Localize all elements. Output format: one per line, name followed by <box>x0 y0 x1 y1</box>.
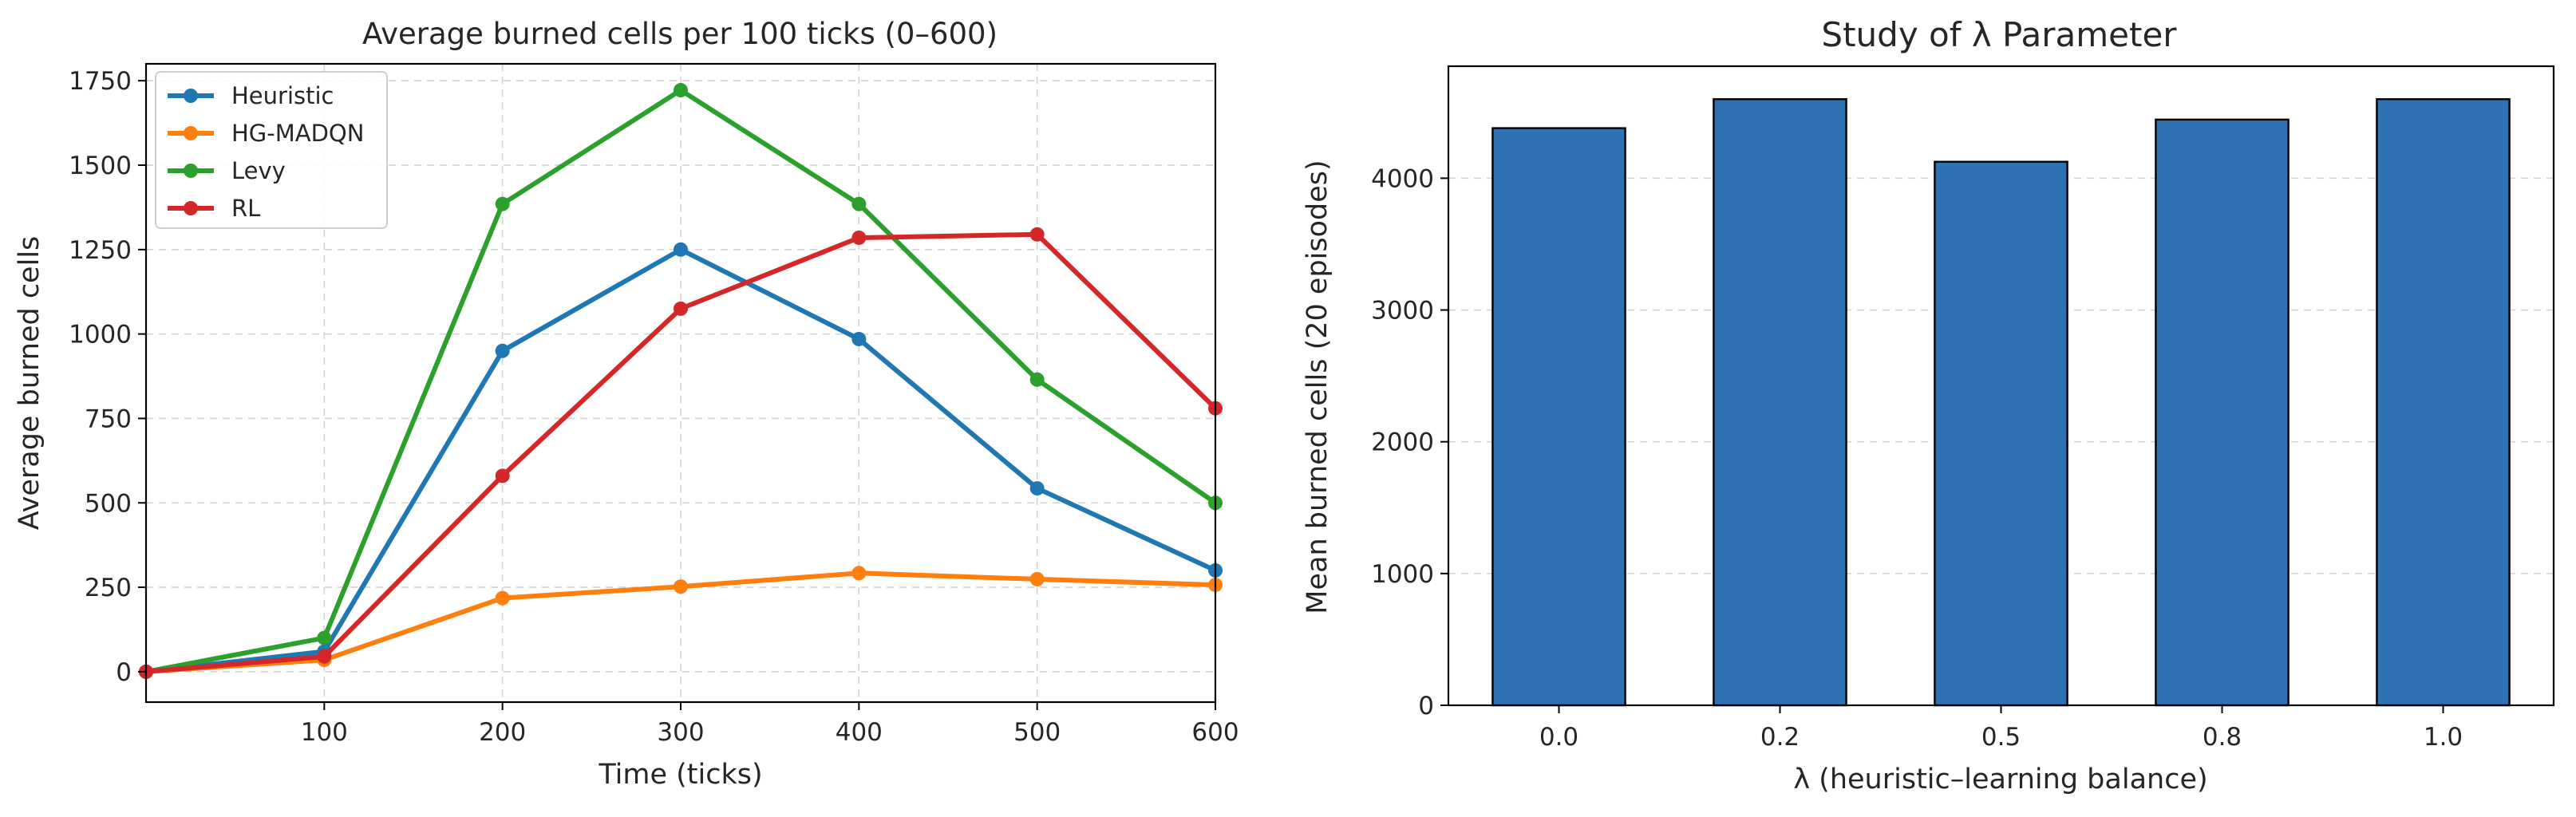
bar-chart-y-ticks: 0 1000 2000 3000 4000 <box>1371 164 1448 720</box>
y-tick-label: 1000 <box>69 321 132 349</box>
data-point <box>674 83 688 98</box>
legend-box <box>155 71 388 229</box>
y-tick-label: 500 <box>85 489 132 518</box>
data-point <box>674 242 688 257</box>
bar <box>1713 98 1847 707</box>
bar-chart-panel: Study of λ Parameter 0.0 0.2 0.5 0.8 1.0 0 10… <box>1302 15 2555 795</box>
bar <box>2155 118 2290 707</box>
bar-chart-x-ticks: 0.0 0.2 0.5 0.8 1.0 <box>1539 705 2463 752</box>
data-point <box>495 196 510 211</box>
x-tick-label: 500 <box>1013 718 1061 747</box>
data-point <box>851 566 867 581</box>
data-point <box>674 579 688 594</box>
y-tick-label: 0 <box>116 658 132 687</box>
legend-swatch-marker <box>184 164 198 178</box>
line-chart-panel: Average burned cells per 100 ticks (0–60… <box>14 17 1239 791</box>
x-tick-label: 300 <box>657 718 704 747</box>
line-chart-series-layer <box>139 83 1223 679</box>
data-point <box>495 468 510 483</box>
legend-label: HG-MADQN <box>231 120 364 147</box>
bar-chart-x-axis-label: λ (heuristic–learning balance) <box>1793 764 2207 795</box>
line-chart-legend: Heuristic HG-MADQN Levy RL <box>155 71 388 229</box>
x-tick-label: 0.0 <box>1539 723 1578 752</box>
x-tick-label: 1.0 <box>2424 723 2463 752</box>
data-point <box>1029 227 1045 242</box>
data-point <box>317 649 332 664</box>
data-point <box>495 343 510 358</box>
y-tick-label: 250 <box>85 574 132 602</box>
x-tick-label: 0.5 <box>1981 723 2021 752</box>
y-tick-label: 2000 <box>1371 428 1434 457</box>
bar-chart-y-axis-label: Mean burned cells (20 episodes) <box>1302 160 1333 614</box>
x-tick-label: 100 <box>301 718 348 747</box>
data-point <box>495 590 510 606</box>
line-chart-title: Average burned cells per 100 ticks (0–60… <box>362 17 998 51</box>
x-tick-label: 0.8 <box>2203 723 2242 752</box>
x-tick-label: 400 <box>836 718 883 747</box>
line-chart-y-ticks: 0 250 500 750 1000 1250 1500 1750 <box>69 67 146 687</box>
line-chart-x-ticks: 100 200 300 400 500 600 <box>301 702 1239 747</box>
y-tick-label: 1750 <box>69 67 132 96</box>
series-hg-madqn <box>139 566 1223 679</box>
y-tick-label: 1500 <box>69 152 132 180</box>
legend-label: Heuristic <box>231 82 334 109</box>
data-point <box>851 230 867 245</box>
y-tick-label: 1250 <box>69 236 132 265</box>
legend-swatch-marker <box>184 201 198 215</box>
y-tick-label: 1000 <box>1371 560 1434 589</box>
bar <box>1491 127 1626 707</box>
data-point <box>1029 481 1045 496</box>
line-chart-x-axis-label: Time (ticks) <box>598 759 762 791</box>
legend-label: Levy <box>231 157 286 184</box>
data-point <box>317 630 332 645</box>
bar-chart-bars-layer <box>1491 98 2511 707</box>
data-point <box>1029 571 1045 586</box>
y-tick-label: 750 <box>85 405 132 433</box>
x-tick-label: 600 <box>1191 718 1239 747</box>
x-tick-label: 0.2 <box>1760 723 1800 752</box>
y-tick-label: 0 <box>1418 692 1434 720</box>
data-point <box>674 301 688 316</box>
legend-swatch-marker <box>184 89 198 103</box>
legend-swatch-marker <box>184 126 198 140</box>
series-rl <box>139 227 1223 679</box>
data-point <box>851 331 867 346</box>
y-tick-label: 4000 <box>1371 164 1434 193</box>
y-tick-label: 3000 <box>1371 297 1434 326</box>
bar <box>1934 160 2068 707</box>
line-chart-y-axis-label: Average burned cells <box>14 236 45 531</box>
x-tick-label: 200 <box>479 718 526 747</box>
data-point <box>1029 372 1045 387</box>
bar <box>2376 98 2511 707</box>
legend-label: RL <box>231 195 260 222</box>
bar-chart-title: Study of λ Parameter <box>1821 15 2177 54</box>
data-point <box>851 196 867 211</box>
